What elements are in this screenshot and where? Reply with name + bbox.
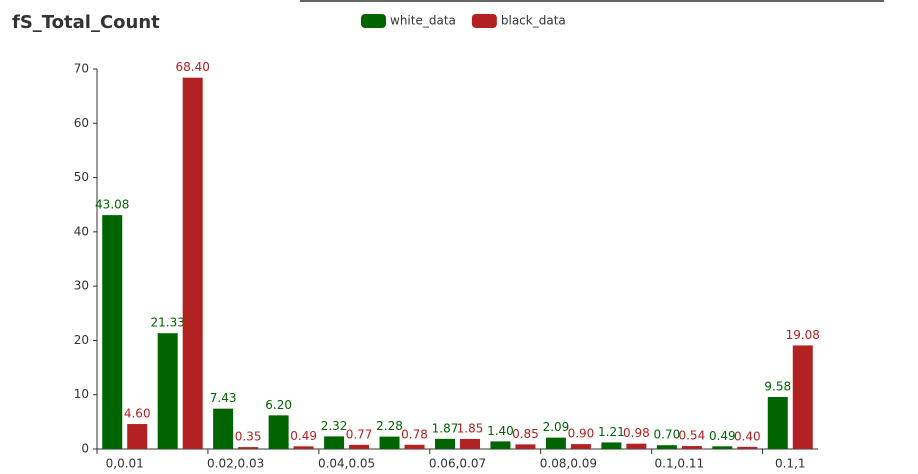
x-tick-label: 0.1,0.11 bbox=[655, 457, 705, 471]
x-tick-label: 0,0.01 bbox=[106, 457, 144, 471]
x-tick-label: 0.02,0.03 bbox=[207, 457, 264, 471]
legend-swatch bbox=[361, 14, 386, 28]
value-label: 9.58 bbox=[764, 379, 791, 393]
value-label: 0.78 bbox=[401, 427, 428, 441]
bar bbox=[157, 333, 178, 449]
value-label: 6.20 bbox=[265, 398, 292, 412]
value-label: 19.08 bbox=[786, 328, 820, 342]
value-label: 1.87 bbox=[432, 421, 459, 435]
value-label: 1.21 bbox=[598, 425, 625, 439]
value-label: 0.35 bbox=[235, 430, 262, 444]
bar bbox=[213, 408, 234, 449]
bar bbox=[268, 415, 289, 449]
legend-label: white_data bbox=[390, 14, 456, 28]
y-tick-label: 70 bbox=[74, 62, 89, 76]
bar bbox=[545, 437, 566, 449]
x-tick-label: 0.04,0.05 bbox=[318, 457, 375, 471]
value-label: 0.49 bbox=[290, 429, 317, 443]
value-label: 0.70 bbox=[653, 428, 680, 442]
value-label: 1.40 bbox=[487, 424, 514, 438]
bar bbox=[515, 444, 536, 449]
value-label: 2.28 bbox=[376, 419, 403, 433]
value-label: 0.40 bbox=[734, 429, 761, 443]
value-label: 2.09 bbox=[543, 420, 570, 434]
value-label: 0.85 bbox=[512, 427, 539, 441]
bar bbox=[324, 436, 345, 449]
y-tick-label: 60 bbox=[74, 116, 89, 130]
y-tick-label: 10 bbox=[74, 387, 89, 401]
value-label: 68.40 bbox=[176, 60, 210, 74]
y-tick-label: 50 bbox=[74, 170, 89, 184]
value-label: 0.49 bbox=[709, 429, 736, 443]
bar bbox=[737, 446, 758, 449]
bar bbox=[681, 446, 702, 449]
value-label: 0.90 bbox=[568, 427, 595, 441]
bar bbox=[626, 443, 647, 449]
bar bbox=[127, 424, 148, 449]
bar bbox=[238, 447, 259, 449]
y-tick-label: 20 bbox=[74, 333, 89, 347]
value-label: 43.08 bbox=[95, 198, 129, 212]
y-tick-label: 0 bbox=[81, 442, 89, 456]
legend-label: black_data bbox=[501, 14, 566, 28]
value-label: 4.60 bbox=[124, 407, 151, 421]
value-label: 0.98 bbox=[623, 426, 650, 440]
value-label: 1.85 bbox=[457, 421, 484, 435]
value-label: 2.32 bbox=[321, 419, 348, 433]
bar bbox=[435, 438, 455, 449]
bar bbox=[379, 436, 400, 449]
bar bbox=[792, 345, 813, 449]
bar bbox=[601, 442, 622, 449]
value-label: 0.54 bbox=[678, 429, 705, 443]
bar bbox=[460, 438, 480, 449]
x-tick-label: 0.06,0.07 bbox=[429, 457, 486, 471]
legend-swatch bbox=[471, 14, 497, 28]
x-tick-label: 0.1,1 bbox=[775, 457, 806, 471]
y-tick-label: 30 bbox=[74, 279, 89, 293]
bar bbox=[293, 446, 314, 449]
value-label: 7.43 bbox=[210, 391, 237, 405]
bar bbox=[767, 396, 788, 449]
bar bbox=[102, 215, 123, 449]
bar bbox=[570, 444, 591, 449]
x-tick-label: 0.08,0.09 bbox=[540, 457, 597, 471]
value-label: 0.77 bbox=[346, 427, 373, 441]
value-label: 21.33 bbox=[151, 316, 185, 330]
bar bbox=[490, 441, 511, 449]
y-tick-label: 40 bbox=[74, 224, 89, 238]
bar bbox=[404, 444, 425, 449]
bar bbox=[182, 77, 203, 449]
bar bbox=[656, 445, 677, 449]
bar bbox=[712, 446, 733, 449]
bar bbox=[349, 444, 370, 449]
chart-title: fS_Total_Count bbox=[12, 12, 160, 33]
